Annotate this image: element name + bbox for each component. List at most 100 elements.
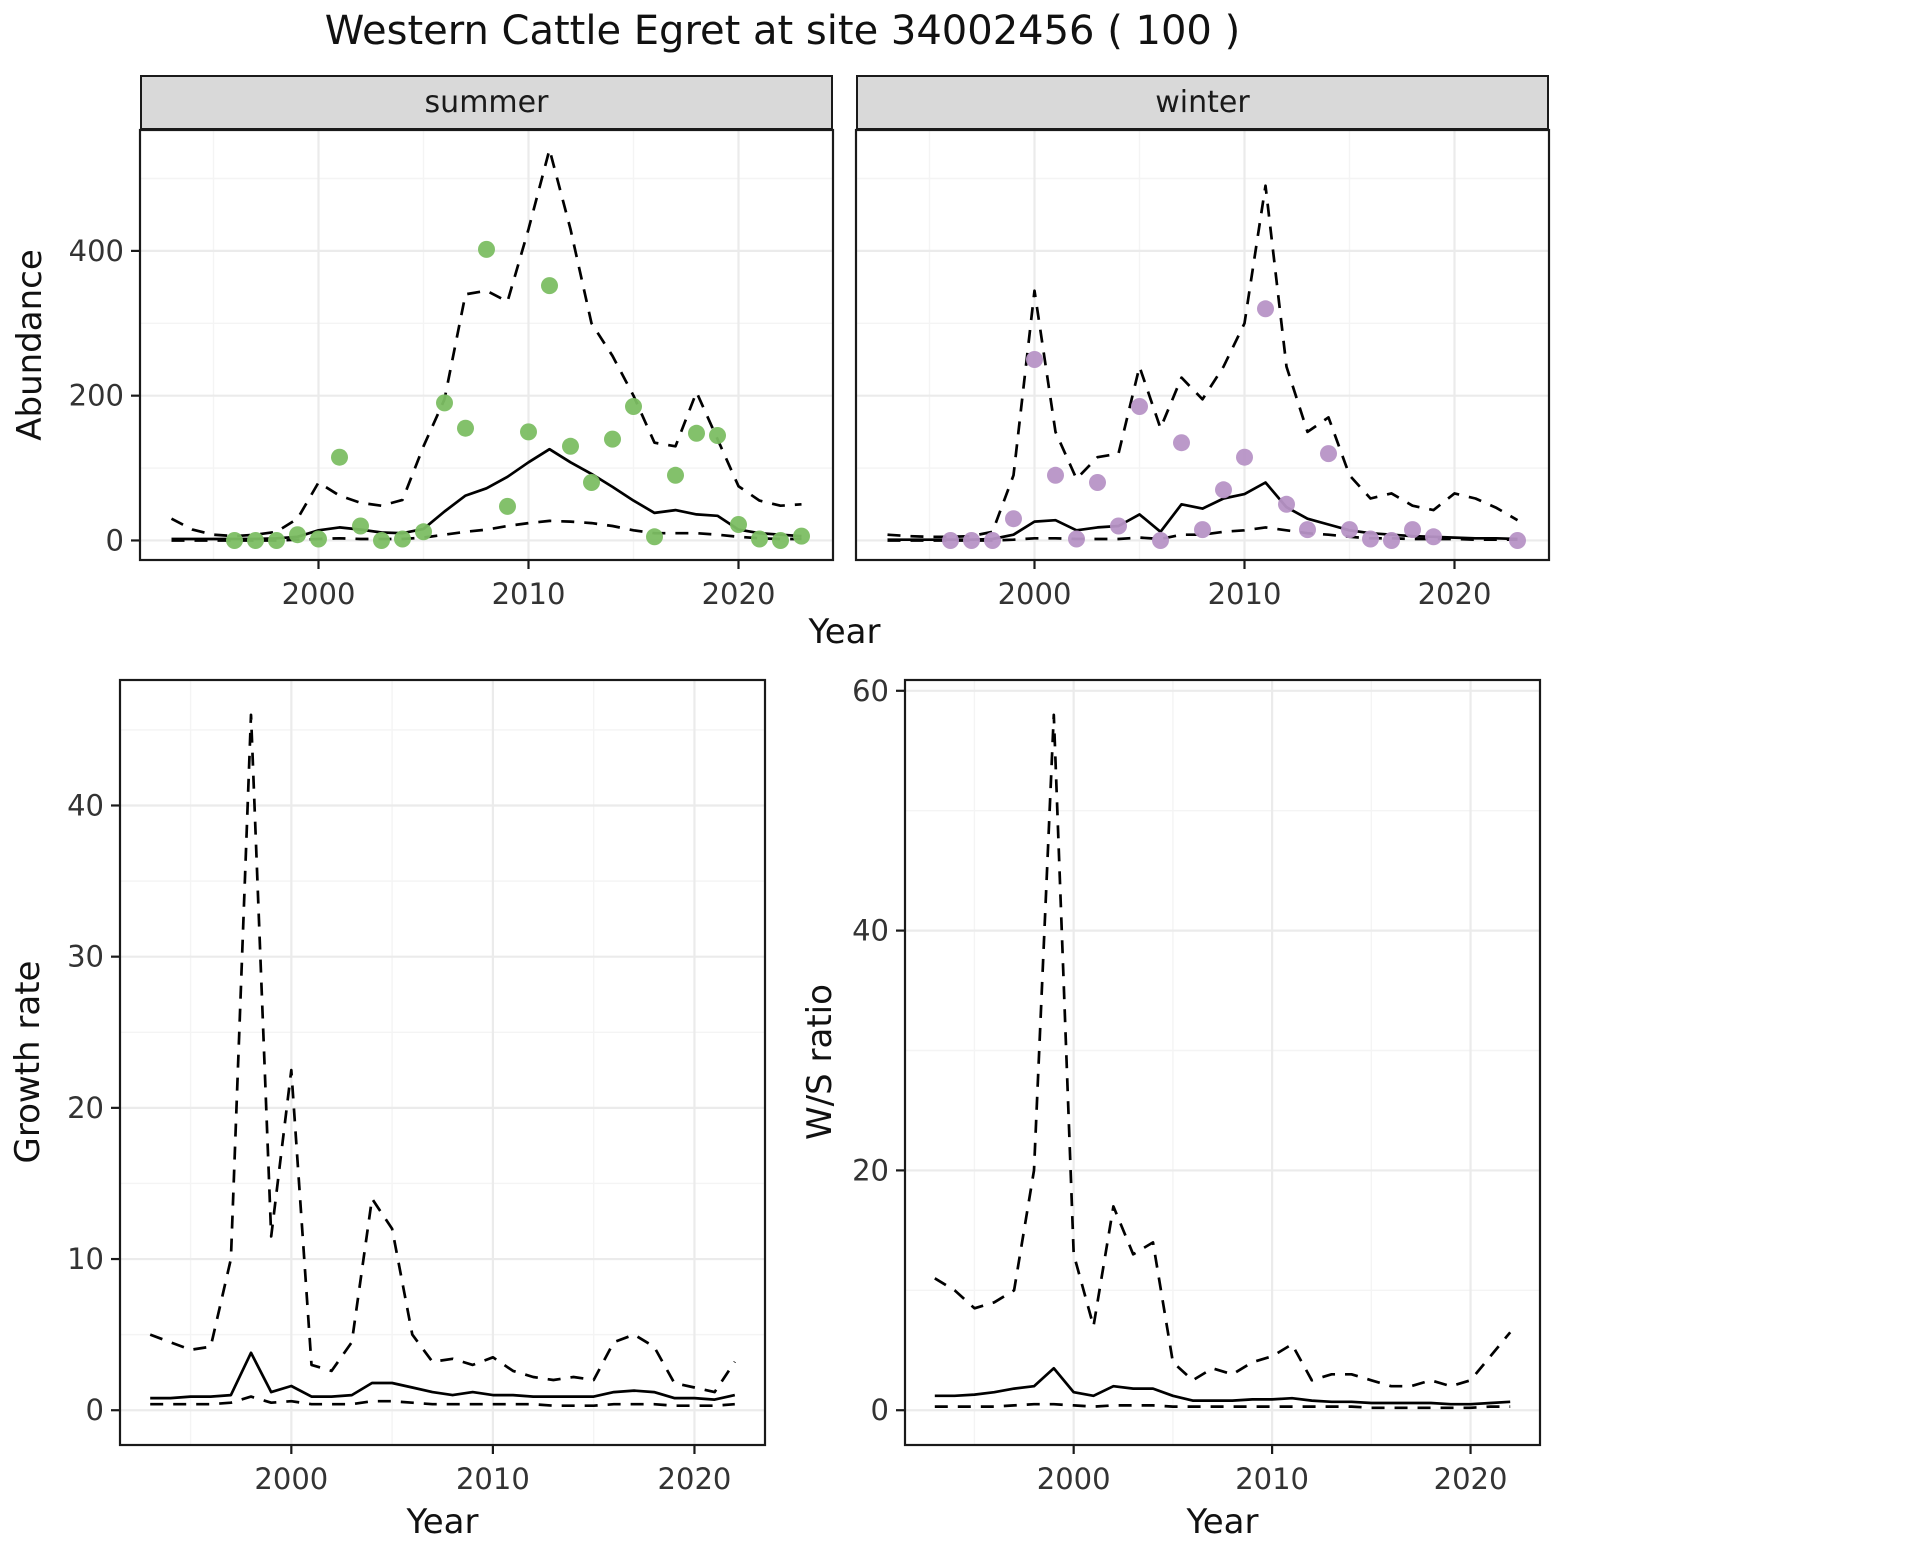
ws-year-axis-title: Year: [1186, 1502, 1259, 1542]
data-point: [1152, 532, 1169, 549]
data-point: [499, 497, 516, 515]
data-point: [793, 527, 810, 545]
x-tick-label: 2000: [1037, 1462, 1111, 1496]
data-point: [1131, 398, 1148, 415]
abundance-axis-title: Abundance: [10, 249, 50, 441]
data-point: [1362, 530, 1379, 548]
data-point: [289, 526, 306, 544]
data-point: [394, 530, 411, 548]
x-tick-label: 2020: [658, 1462, 732, 1496]
data-point: [1341, 521, 1358, 539]
data-point: [1383, 532, 1400, 549]
figure-title: Western Cattle Egret at site 34002456 ( …: [324, 8, 1241, 54]
x-tick-label: 2000: [998, 577, 1072, 611]
data-point: [751, 530, 768, 548]
observed-points: [942, 300, 1526, 549]
data-point: [688, 424, 705, 442]
data-point: [1026, 351, 1043, 368]
x-tick-label: 2000: [254, 1462, 328, 1496]
x-tick-label: 2020: [1418, 577, 1492, 611]
data-point: [562, 437, 579, 455]
panel-background: [856, 130, 1549, 560]
y-tick-label: 60: [852, 674, 889, 708]
growth-rate-axis-title: Growth rate: [8, 960, 48, 1164]
data-point: [457, 419, 474, 437]
panel-border: [118, 678, 767, 1447]
observed-points: [226, 240, 810, 549]
y-tick-label: 40: [852, 914, 889, 948]
data-point: [541, 277, 558, 295]
data-point: [1425, 528, 1442, 546]
data-point: [1320, 445, 1337, 463]
data-point: [1068, 530, 1085, 548]
upper-ci-line: [934, 713, 1512, 1388]
data-point: [730, 516, 747, 533]
data-point: [268, 532, 285, 549]
data-point: [226, 532, 243, 549]
y-tick-label: 30: [67, 940, 104, 974]
summer-abundance-plot: 2000 2010 2020 0 200 400: [69, 128, 835, 611]
lower-ci-line: [150, 1395, 735, 1408]
y-tick-label: 40: [67, 788, 104, 822]
data-point: [436, 394, 453, 412]
lower-ci-line: [934, 1402, 1511, 1410]
data-point: [1194, 521, 1211, 539]
facet-strip-winter: winter: [856, 75, 1549, 130]
median-line: [150, 1351, 736, 1401]
data-point: [1173, 434, 1190, 452]
data-point: [963, 532, 980, 549]
data-point: [1236, 448, 1253, 466]
x-tick-label: 2010: [1208, 577, 1282, 611]
data-point: [247, 532, 264, 549]
median-line: [934, 1366, 1511, 1406]
data-point: [478, 240, 495, 258]
x-tick-label: 2010: [1235, 1462, 1309, 1496]
upper-ci-line: [887, 184, 1519, 539]
x-tick-label: 2020: [1434, 1462, 1508, 1496]
growth-rate-plot: 2000 2010 2020 0 10 20 30 40: [67, 678, 767, 1496]
facet-strip-summer: summer: [140, 75, 833, 130]
y-tick-label: 0: [86, 1393, 104, 1427]
data-point: [1278, 495, 1295, 513]
ws-ratio-plot: 2000 2010 2020 0 20 40 60: [852, 674, 1542, 1496]
data-point: [709, 427, 726, 444]
data-point: [1215, 481, 1232, 499]
x-tick-label: 2010: [492, 577, 566, 611]
data-point: [667, 466, 684, 484]
panel-background: [120, 680, 765, 1445]
x-tick-label: 2010: [456, 1462, 530, 1496]
data-point: [583, 474, 600, 491]
data-point: [942, 532, 959, 549]
data-point: [415, 523, 432, 541]
x-tick-label: 2020: [702, 577, 776, 611]
panel-background: [140, 130, 833, 560]
data-point: [604, 430, 621, 448]
y-tick-label: 200: [69, 379, 124, 413]
data-point: [772, 532, 789, 549]
upper-ci-line: [149, 713, 736, 1394]
facet-strip-winter-label: winter: [1155, 85, 1250, 120]
panel-background: [905, 680, 1540, 1445]
data-point: [1005, 510, 1022, 528]
data-point: [1299, 521, 1316, 539]
data-point: [1110, 517, 1127, 535]
data-point: [373, 532, 390, 549]
x-tick-label: 2000: [282, 577, 356, 611]
data-point: [352, 517, 369, 535]
data-point: [1257, 300, 1274, 318]
data-point: [646, 528, 663, 546]
data-point: [310, 530, 327, 548]
y-tick-label: 400: [69, 234, 124, 268]
data-point: [1047, 466, 1064, 484]
data-point: [625, 398, 642, 415]
y-tick-label: 0: [106, 523, 124, 557]
top-year-axis-title: Year: [808, 612, 881, 652]
panel-border: [138, 128, 835, 562]
y-tick-label: 10: [67, 1242, 104, 1276]
y-tick-label: 0: [871, 1393, 889, 1427]
data-point: [520, 423, 537, 441]
data-point: [984, 532, 1001, 549]
facet-strip-summer-label: summer: [424, 85, 549, 120]
data-point: [331, 448, 348, 466]
